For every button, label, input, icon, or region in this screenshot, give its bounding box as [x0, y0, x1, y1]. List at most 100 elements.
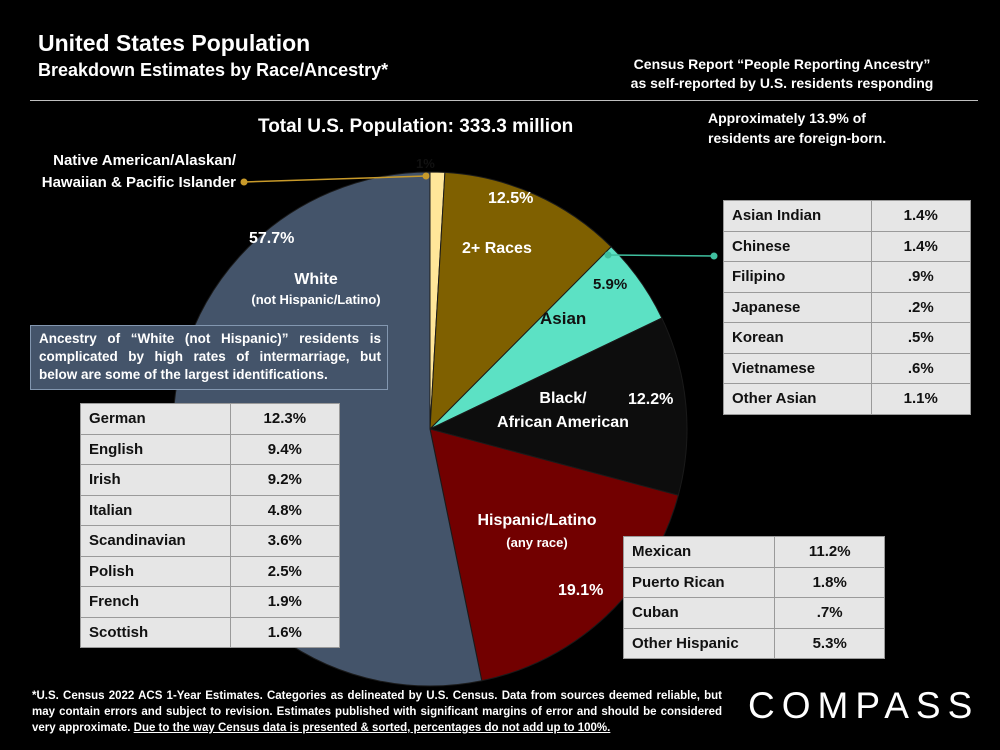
native-connector-dot-right [422, 172, 430, 180]
black-pct-label: 12.2% [628, 391, 674, 408]
asian-breakdown-name: Chinese [723, 230, 872, 262]
native-american-label: Native American/Alaskan/ Hawaiian & Paci… [18, 150, 236, 194]
hispanic-label: Hispanic/Latino (any race) [462, 510, 612, 554]
asian-breakdown-row: Asian Indian 1.4% [723, 200, 971, 232]
white-label-line1: White [294, 271, 338, 288]
hispanic-breakdown-name: Other Hispanic [622, 627, 776, 659]
asian-breakdown-value: 1.4% [870, 200, 971, 232]
black-slice [428, 317, 688, 496]
asian-breakdown-name: Other Asian [723, 383, 872, 415]
asian-label: Asian [540, 309, 587, 328]
white-ancestry-value: 3.6% [229, 525, 341, 557]
white-pct-label: 57.7% [249, 230, 295, 247]
asian-breakdown-value: .6% [870, 352, 971, 384]
white-ancestry-row: Scottish 1.6% [80, 616, 341, 648]
two-races-slice [429, 171, 612, 431]
foreign-born-note: Approximately 13.9% of residents are for… [708, 108, 886, 148]
white-ancestry-name: Scottish [80, 616, 231, 648]
header-divider [30, 100, 978, 101]
census-note-line2: as self-reported by U.S. residents respo… [630, 75, 934, 91]
footnote-text: *U.S. Census 2022 ACS 1-Year Estimates. … [32, 690, 722, 734]
foreign-born-line2: residents are foreign-born. [708, 130, 887, 146]
hispanic-breakdown-name: Cuban [622, 597, 776, 629]
asian-breakdown-row: Filipino .9% [723, 261, 971, 293]
asian-breakdown-name: Japanese [723, 291, 872, 323]
hispanic-breakdown-value: 5.3% [774, 627, 885, 659]
white-ancestry-row: Scandinavian 3.6% [80, 525, 341, 557]
compass-logo: COMPASS [748, 685, 980, 726]
two-races-label: 2+ Races [462, 240, 532, 257]
foreign-born-line1: Approximately 13.9% of [708, 110, 866, 126]
native-label-line1: Native American/Alaskan/ [53, 152, 236, 169]
hispanic-breakdown-table: Mexican 11.2% Puerto Rican 1.8% Cuban .7% Othe… [622, 536, 885, 659]
hispanic-breakdown-row: Puerto Rican 1.8% [622, 566, 885, 598]
black-label: Black/ African American [488, 387, 638, 435]
asian-breakdown-value: .2% [870, 291, 971, 323]
asian-breakdown-name: Korean [723, 322, 872, 354]
white-ancestry-row: German 12.3% [80, 403, 341, 435]
white-ancestry-name: Scandinavian [80, 525, 231, 557]
asian-breakdown-row: Japanese .2% [723, 291, 971, 323]
white-label: White (not Hispanic/Latino) [236, 270, 396, 310]
two-races-pct-label: 12.5% [488, 190, 534, 207]
page-subtitle: Breakdown Estimates by Race/Ancestry* [38, 60, 389, 80]
white-ancestry-name: Irish [80, 464, 231, 496]
asian-breakdown-name: Vietnamese [723, 352, 872, 384]
asian-breakdown-value: 1.4% [870, 230, 971, 262]
hispanic-breakdown-value: 1.8% [774, 566, 885, 598]
hispanic-breakdown-row: Mexican 11.2% [622, 536, 885, 568]
hispanic-breakdown-value: .7% [774, 597, 885, 629]
asian-breakdown-table: Asian Indian 1.4% Chinese 1.4% Filipino .9% Ja… [723, 200, 971, 415]
census-note-line1: Census Report “People Reporting Ancestry… [633, 56, 931, 72]
asian-breakdown-name: Filipino [723, 261, 872, 293]
white-ancestry-row: Italian 4.8% [80, 494, 341, 526]
white-ancestry-name: German [80, 403, 231, 435]
white-ancestry-note: Ancestry of “White (not Hispanic)” resid… [30, 325, 388, 390]
black-label-line1: Black/ [539, 390, 587, 407]
white-ancestry-value: 1.9% [229, 586, 341, 618]
native-pct-label: 1% [416, 156, 435, 171]
total-population-label: Total U.S. Population: 333.3 million [258, 116, 574, 137]
black-label-line2: African American [497, 414, 629, 431]
white-ancestry-value: 4.8% [229, 494, 341, 526]
footnote-underlined: Due to the way Census data is presented … [133, 722, 611, 734]
white-ancestry-value: 9.4% [229, 433, 341, 465]
white-ancestry-row: English 9.4% [80, 433, 341, 465]
asian-breakdown-row: Chinese 1.4% [723, 230, 971, 262]
native-connector-dot-left [240, 178, 248, 186]
white-ancestry-value: 9.2% [229, 464, 341, 496]
asian-breakdown-value: .5% [870, 322, 971, 354]
white-ancestry-name: Italian [80, 494, 231, 526]
asian-pct-label: 5.9% [593, 276, 628, 293]
native-connector-line [243, 175, 427, 183]
white-ancestry-value: 2.5% [229, 555, 341, 587]
asian-connector-line [607, 254, 715, 257]
hispanic-pct-label: 19.1% [558, 582, 604, 599]
white-ancestry-name: Polish [80, 555, 231, 587]
native-label-line2: Hawaiian & Pacific Islander [41, 174, 236, 191]
hispanic-label-line1: Hispanic/Latino [477, 512, 597, 529]
white-ancestry-table: German 12.3% English 9.4% Irish 9.2% Italian 4.… [80, 403, 341, 648]
asian-breakdown-row: Other Asian 1.1% [723, 383, 971, 415]
white-ancestry-row: Polish 2.5% [80, 555, 341, 587]
hispanic-label-line2: (any race) [506, 535, 568, 550]
hispanic-breakdown-row: Cuban .7% [622, 597, 885, 629]
asian-breakdown-row: Korean .5% [723, 322, 971, 354]
footnote: *U.S. Census 2022 ACS 1-Year Estimates. … [32, 688, 722, 736]
asian-breakdown-value: 1.1% [870, 383, 971, 415]
white-ancestry-name: French [80, 586, 231, 618]
asian-connector-dot-right [710, 252, 718, 260]
asian-breakdown-value: .9% [870, 261, 971, 293]
hispanic-breakdown-name: Mexican [622, 536, 776, 568]
white-label-line2: (not Hispanic/Latino) [251, 292, 381, 307]
white-ancestry-row: Irish 9.2% [80, 464, 341, 496]
white-ancestry-value: 1.6% [229, 616, 341, 648]
asian-breakdown-row: Vietnamese .6% [723, 352, 971, 384]
asian-connector-dot-left [604, 251, 612, 259]
white-ancestry-name: English [80, 433, 231, 465]
white-ancestry-row: French 1.9% [80, 586, 341, 618]
hispanic-breakdown-row: Other Hispanic 5.3% [622, 627, 885, 659]
asian-breakdown-name: Asian Indian [723, 200, 872, 232]
hispanic-breakdown-value: 11.2% [774, 536, 885, 568]
page-title: United States Population [38, 30, 311, 56]
